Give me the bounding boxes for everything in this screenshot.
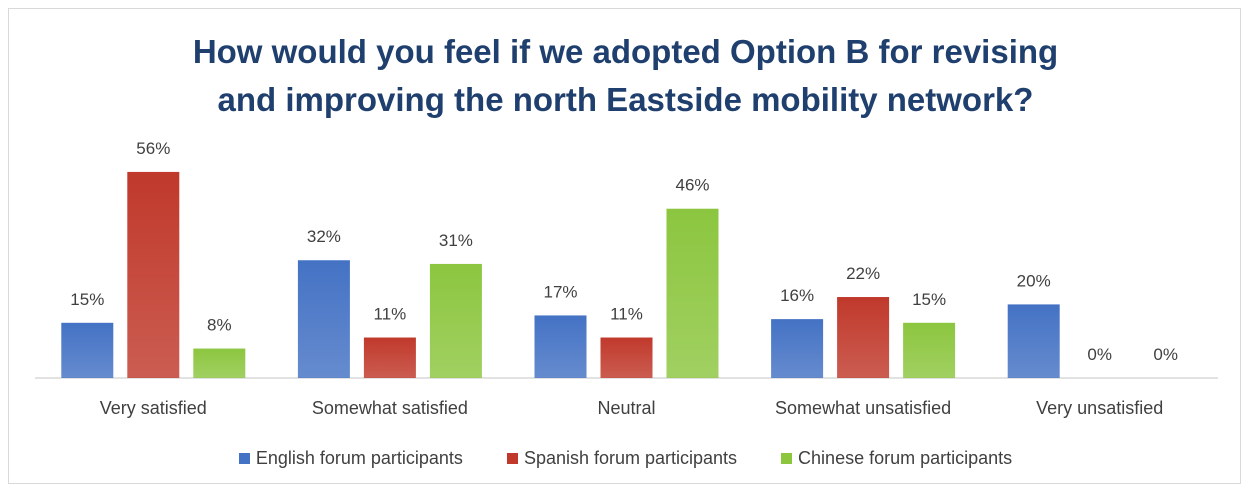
legend-swatch-chinese [781,453,793,464]
legend-label-english: English forum participants [255,448,463,468]
bar-english-3 [771,319,824,378]
data-label-spanish-2: 11% [610,305,643,324]
data-label-spanish-0: 56% [136,139,170,158]
data-label-spanish-4: 0% [1087,345,1112,364]
data-label-chinese-4: 0% [1153,345,1178,364]
category-label-4: Very unsatisfied [1036,398,1163,418]
chart-title-line-2: and improving the north Eastside mobilit… [217,81,1034,118]
chart-frame [8,8,1241,484]
bar-spanish-2 [600,337,653,378]
legend-item-chinese: Chinese forum participants [781,448,1012,469]
chart-title: How would you feel if we adopted Option … [0,28,1251,124]
bar-english-2 [534,315,587,378]
category-label-3: Somewhat unsatisfied [775,398,951,418]
data-label-spanish-3: 22% [846,264,880,283]
bar-spanish-0 [127,171,180,378]
legend-swatch-english [238,453,250,464]
bar-english-0 [61,322,114,378]
legend-item-english: English forum participants [238,448,463,469]
data-label-english-4: 20% [1017,271,1051,290]
data-label-english-1: 32% [307,227,341,246]
bar-english-1 [297,260,350,378]
data-label-chinese-3: 15% [912,290,946,309]
legend: English forum participants Spanish forum… [0,448,1251,469]
bar-chinese-2 [666,208,719,378]
category-label-0: Very satisfied [100,398,207,418]
data-label-english-3: 16% [780,286,814,305]
legend-item-spanish: Spanish forum participants [506,448,738,469]
bar-spanish-3 [837,297,890,378]
legend-swatch-spanish [506,453,518,464]
data-label-chinese-1: 31% [439,231,473,250]
legend-label-spanish: Spanish forum participants [523,448,738,468]
bar-chinese-0 [193,348,246,378]
legend-label-chinese: Chinese forum participants [798,448,1013,468]
category-label-2: Neutral [597,398,655,418]
bar-chinese-1 [429,263,482,378]
bar-english-4 [1007,304,1060,378]
data-label-english-2: 17% [543,282,577,301]
bar-chinese-3 [903,322,956,378]
data-label-english-0: 15% [70,290,104,309]
chart-title-line-1: How would you feel if we adopted Option … [192,33,1059,70]
data-label-chinese-0: 8% [207,316,232,335]
bar-spanish-1 [363,337,416,378]
category-label-1: Somewhat satisfied [312,398,468,418]
data-label-chinese-2: 46% [675,176,709,195]
data-label-spanish-1: 11% [374,305,407,324]
